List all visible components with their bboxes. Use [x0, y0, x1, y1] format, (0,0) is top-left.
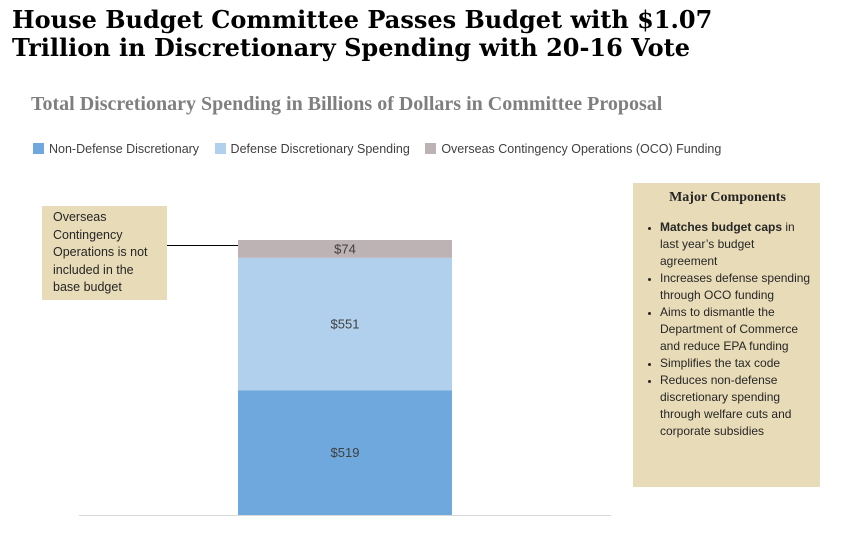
bar-segment-defense: [238, 257, 452, 391]
legend-label-oco: Overseas Contingency Operations (OCO) Fu…: [441, 142, 722, 156]
data-label-non-defense: $519: [331, 445, 360, 460]
component-item-text: Reduces non-defense discretionary spendi…: [660, 373, 792, 438]
data-label-oco: $74: [334, 241, 356, 256]
component-item: Reduces non-defense discretionary spendi…: [660, 372, 812, 440]
components-title: Major Components: [669, 190, 786, 205]
data-label-defense: $551: [331, 317, 360, 332]
legend-label-non-defense: Non-Defense Discretionary: [49, 142, 200, 156]
component-item: Simplifies the tax code: [660, 355, 812, 372]
legend-swatch-defense: [214, 143, 226, 154]
major-components-box: Major Components Matches budget caps in …: [633, 183, 820, 487]
headline-line-2: Trillion in Discretionary Spending with …: [12, 33, 690, 62]
chart-title: Total Discretionary Spending in Billions…: [31, 93, 663, 115]
component-item-text: Simplifies the tax code: [660, 356, 781, 370]
component-item: Matches budget caps in last year’s budge…: [660, 219, 812, 270]
legend-swatch-non-defense: [33, 143, 44, 154]
legend-swatch-oco: [425, 143, 437, 154]
legend-item-defense: Defense Discretionary Spending: [214, 142, 410, 156]
legend-item-non-defense: Non-Defense Discretionary: [33, 142, 199, 156]
legend-label-defense: Defense Discretionary Spending: [230, 142, 410, 156]
chart-legend: Non-Defense Discretionary Defense Discre…: [33, 142, 733, 156]
component-item-bold: Matches budget caps: [660, 220, 783, 234]
legend-item-oco: Overseas Contingency Operations (OCO) Fu…: [425, 142, 721, 156]
component-item: Aims to dismantle the Department of Comm…: [660, 304, 812, 355]
component-item-text: Increases defense spending through OCO f…: [660, 271, 811, 302]
bar-segment-oco: [238, 240, 452, 258]
bar-segments: $519 $551 $74: [238, 240, 452, 515]
bar-segment-non-defense: [238, 390, 452, 515]
headline: House Budget Committee Passes Budget wit…: [12, 6, 842, 62]
component-item-text: Aims to dismantle the Department of Comm…: [660, 305, 799, 353]
oco-callout: Overseas Contingency Operations is not i…: [42, 206, 167, 300]
components-list: Matches budget caps in last year’s budge…: [643, 219, 812, 440]
component-item-text: in last year’s budget agreement: [660, 220, 795, 268]
headline-line-1: House Budget Committee Passes Budget wit…: [12, 5, 713, 34]
component-item: Increases defense spending through OCO f…: [660, 270, 812, 304]
